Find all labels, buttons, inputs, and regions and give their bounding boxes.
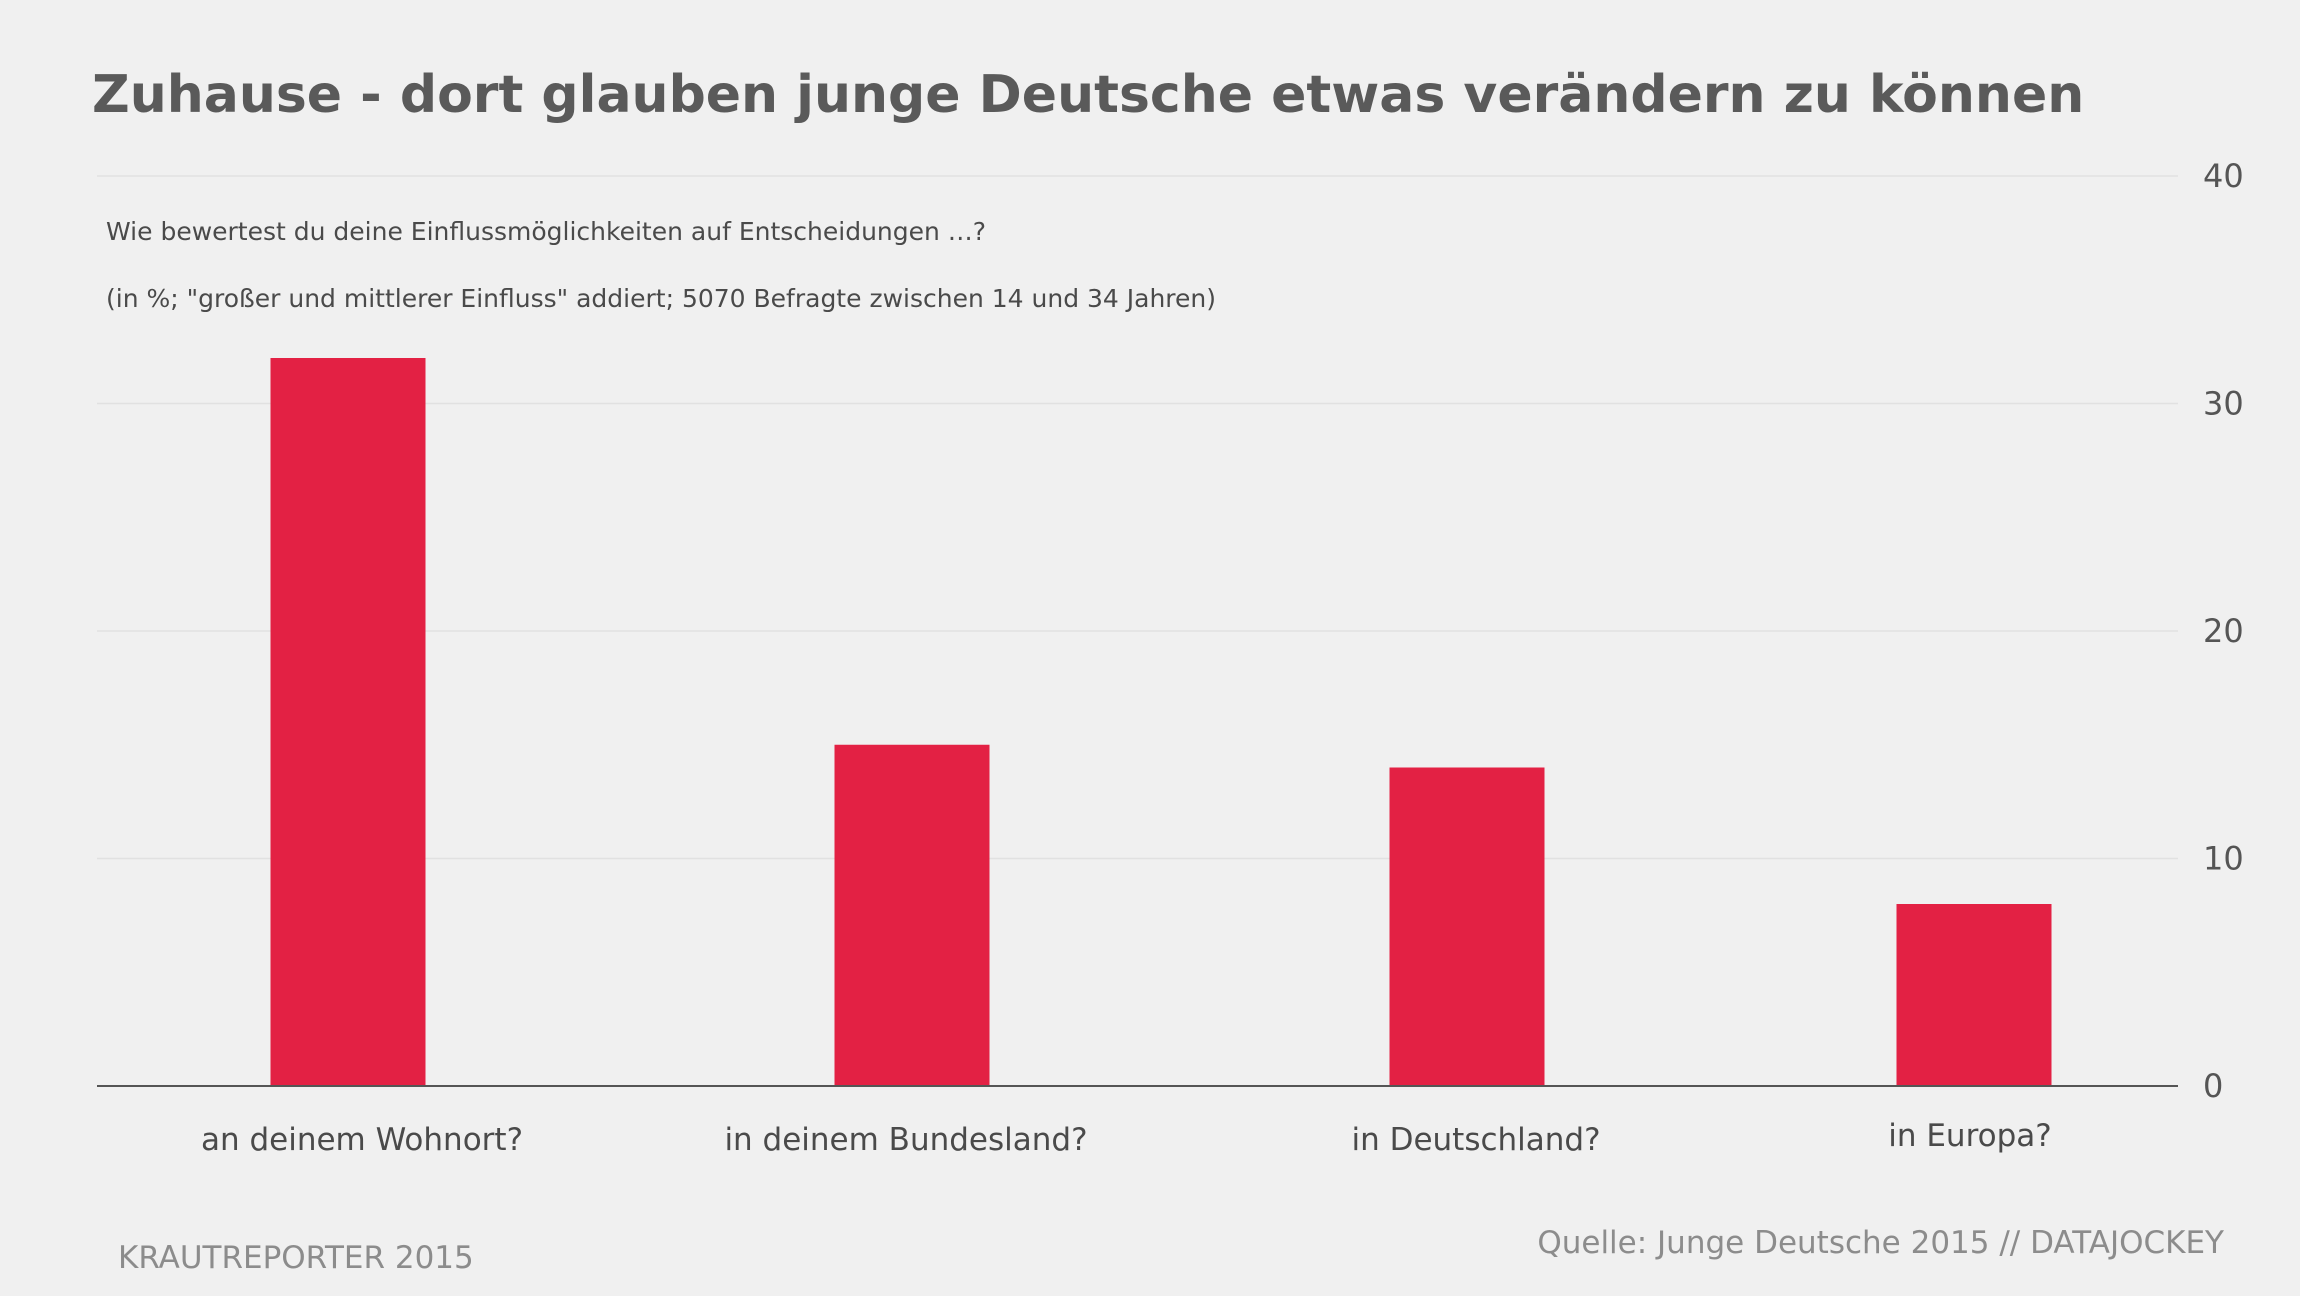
chart-title: Zuhause - dort glauben junge Deutsche et…	[92, 65, 2084, 125]
footer-credit: KRAUTREPORTER 2015	[118, 1240, 474, 1276]
bar	[1389, 767, 1545, 1086]
bar	[1896, 904, 2052, 1086]
bars	[270, 358, 2052, 1086]
y-tick-label: 10	[2203, 840, 2244, 878]
chart-note-method: (in %; "großer und mittlerer Einfluss" a…	[106, 284, 1216, 313]
footer-source: Quelle: Junge Deutsche 2015 // DATAJOCKE…	[1537, 1225, 2224, 1261]
x-tick-label: in deinem Bundesland?	[724, 1122, 1087, 1158]
x-tick-label: in Deutschland?	[1351, 1122, 1600, 1158]
y-tick-label: 0	[2203, 1067, 2223, 1105]
y-axis-ticks: 0 10 20 30 40	[2203, 157, 2244, 1105]
x-axis-ticks: an deinem Wohnort? in deinem Bundesland? i…	[201, 1118, 2052, 1158]
y-tick-label: 20	[2203, 612, 2244, 650]
x-tick-label: an deinem Wohnort?	[201, 1122, 523, 1158]
bar	[270, 358, 426, 1086]
y-tick-label: 30	[2203, 385, 2244, 423]
gridlines	[97, 175, 2178, 860]
chart-note-question: Wie bewertest du deine Einflussmöglichke…	[106, 217, 986, 246]
y-tick-label: 40	[2203, 157, 2244, 195]
x-tick-label: in Europa?	[1888, 1118, 2052, 1154]
bar	[834, 744, 990, 1086]
